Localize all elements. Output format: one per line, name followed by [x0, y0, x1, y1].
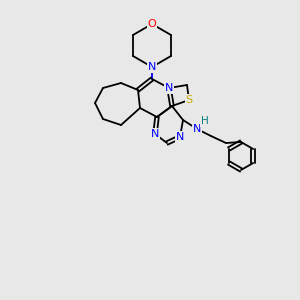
- Text: N: N: [165, 83, 173, 93]
- Text: S: S: [185, 95, 193, 105]
- Text: O: O: [148, 19, 156, 29]
- Text: N: N: [148, 62, 156, 72]
- Text: N: N: [176, 132, 184, 142]
- Text: N: N: [151, 129, 159, 139]
- Text: H: H: [201, 116, 209, 126]
- Text: N: N: [193, 124, 201, 134]
